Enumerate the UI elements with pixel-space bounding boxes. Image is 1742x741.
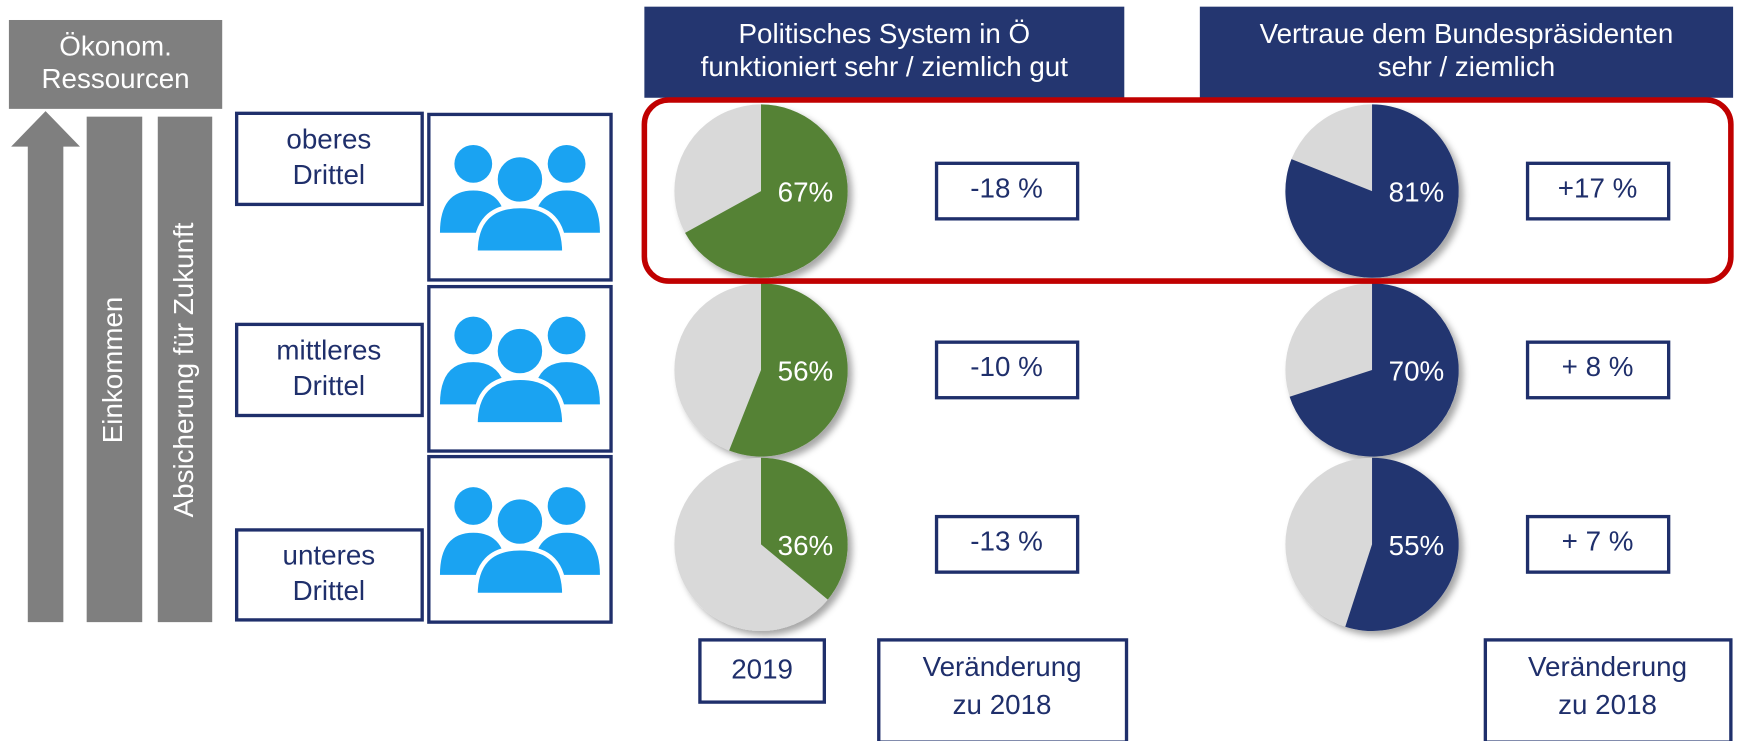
change-label: -13 % xyxy=(970,526,1043,557)
change-caption: zu 2018 xyxy=(1558,689,1657,720)
resources-box xyxy=(8,19,223,109)
change-label: + 7 % xyxy=(1562,526,1634,557)
group-box xyxy=(234,322,424,418)
pie xyxy=(674,104,848,278)
year-box xyxy=(698,638,827,704)
highlight-frame xyxy=(641,97,1734,284)
resources-label: Ökonom. xyxy=(59,31,172,62)
pie xyxy=(674,283,848,457)
pie xyxy=(674,457,848,632)
change-box xyxy=(1525,340,1671,400)
income-bar xyxy=(86,116,143,623)
pie-slice xyxy=(685,104,848,278)
change-caption: zu 2018 xyxy=(953,689,1052,720)
pie-slice xyxy=(1345,457,1459,632)
header-text: Politisches System in Ö xyxy=(739,18,1031,49)
group-label: unteres xyxy=(283,539,376,570)
security-bar xyxy=(157,116,213,623)
change-box xyxy=(934,340,1080,400)
header-text: sehr / ziemlich xyxy=(1378,51,1555,82)
axis-bar-label: Einkommen xyxy=(97,297,128,444)
header-box xyxy=(1199,6,1734,98)
change-label: + 8 % xyxy=(1562,351,1634,382)
change-caption-box xyxy=(877,638,1129,741)
pie xyxy=(1285,283,1459,457)
group-label: oberes xyxy=(286,123,371,154)
axis-bar-label: Absicherung für Zukunft xyxy=(168,222,199,517)
change-label: -18 % xyxy=(970,172,1043,203)
group-label: Drittel xyxy=(293,575,366,606)
change-box xyxy=(1525,161,1671,221)
pie-value-label: 56% xyxy=(778,356,834,387)
change-caption: Veränderung xyxy=(1528,651,1687,682)
change-caption: Veränderung xyxy=(923,651,1082,682)
pie-slice xyxy=(761,457,848,600)
group-box xyxy=(234,111,424,207)
change-caption-box xyxy=(1483,638,1733,741)
change-box xyxy=(934,514,1080,574)
pie-value-label: 81% xyxy=(1389,177,1445,208)
change-label: -10 % xyxy=(970,351,1043,382)
pie xyxy=(1285,457,1459,632)
pie xyxy=(1285,104,1459,278)
change-box xyxy=(1525,514,1671,574)
year-label: 2019 xyxy=(731,653,793,684)
change-box xyxy=(934,161,1080,221)
change-label: +17 % xyxy=(1558,172,1638,203)
pie-value-label: 55% xyxy=(1389,530,1445,561)
pie-value-label: 70% xyxy=(1389,356,1445,387)
header-text: Vertraue dem Bundespräsidenten xyxy=(1260,18,1674,49)
up-arrow xyxy=(11,111,81,623)
pie-slice xyxy=(1289,283,1459,457)
pie-value-label: 67% xyxy=(778,177,834,208)
group-label: Drittel xyxy=(293,159,366,190)
resources-label: Ressourcen xyxy=(41,63,189,94)
pie-slice xyxy=(1285,104,1459,278)
group-label: mittleres xyxy=(276,334,381,365)
group-box xyxy=(234,528,424,622)
group-label: Drittel xyxy=(293,370,366,401)
header-box xyxy=(644,6,1125,98)
header-text: funktioniert sehr / ziemlich gut xyxy=(701,51,1069,82)
pie-value-label: 36% xyxy=(778,530,834,561)
pie-slice xyxy=(729,283,848,457)
